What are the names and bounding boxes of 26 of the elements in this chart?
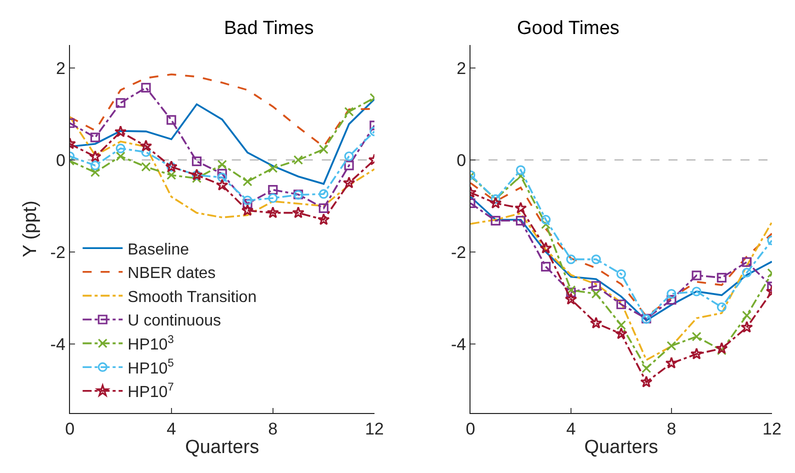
y-tick-label: 2 bbox=[56, 58, 66, 78]
y-tick-label: -4 bbox=[450, 334, 466, 354]
y-tick-label: 2 bbox=[456, 58, 466, 78]
x-tick-label: 4 bbox=[166, 419, 176, 438]
legend-label: Smooth Transition bbox=[128, 288, 257, 306]
y-tick-label: -2 bbox=[50, 242, 66, 262]
x-tick-label: 12 bbox=[762, 419, 782, 438]
legend-label: Baseline bbox=[128, 241, 190, 258]
y-tick-label: 0 bbox=[56, 150, 66, 170]
chart-title: Good Times bbox=[517, 18, 620, 39]
y-tick-label: -2 bbox=[450, 242, 466, 262]
x-tick-label: 12 bbox=[364, 419, 384, 438]
legend-label: NBER dates bbox=[128, 265, 216, 282]
y-axis-title: Y (ppt) bbox=[20, 200, 42, 258]
legend-label: HP10$^{7}$ bbox=[128, 381, 174, 402]
legend-label: HP10$^{5}$ bbox=[128, 358, 174, 378]
y-tick-label: -4 bbox=[50, 334, 66, 354]
x-tick-label: 4 bbox=[566, 419, 576, 438]
chart-title: Bad Times bbox=[224, 18, 314, 39]
y-tick-label: 0 bbox=[456, 150, 466, 170]
x-tick-label: 8 bbox=[268, 419, 278, 438]
x-tick-label: 8 bbox=[666, 419, 676, 438]
legend-label: HP10$^{3}$ bbox=[128, 334, 174, 354]
x-axis-title: Quarters bbox=[584, 437, 658, 458]
legend-label: U continuous bbox=[128, 312, 222, 330]
x-axis-title: Quarters bbox=[185, 437, 260, 458]
